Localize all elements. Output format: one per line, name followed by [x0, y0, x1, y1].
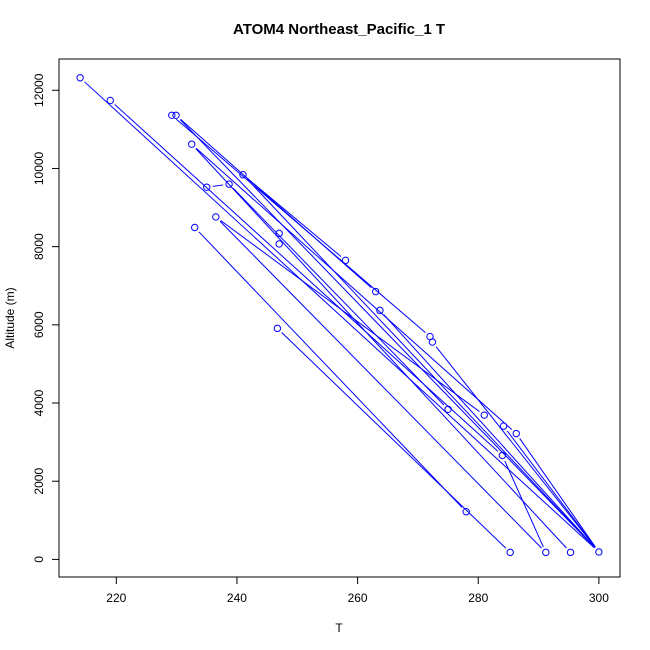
plot-frame: [58, 58, 621, 578]
data-point-3: [172, 111, 180, 119]
series-segment-18: [519, 438, 596, 548]
y-axis-label: Altitude (m): [3, 287, 17, 348]
data-point-10: [275, 229, 283, 238]
x-tick-label-3: 280: [468, 591, 488, 605]
series-segment-13: [198, 231, 463, 508]
data-point-14: [376, 306, 384, 315]
series-segment-16: [435, 346, 596, 548]
y-tick-label-0: 0: [32, 556, 46, 563]
y-tick-label-4: 8000: [32, 233, 46, 260]
data-point-7: [203, 183, 211, 191]
x-axis: 220 240 260 280 300: [106, 576, 609, 605]
data-point-6: [225, 180, 233, 188]
data-point-2: [168, 111, 176, 119]
series-segment-2: [179, 119, 596, 549]
data-point-9: [191, 223, 199, 232]
data-point-27: [595, 548, 603, 556]
series-segment-0: [84, 81, 595, 549]
data-point-4: [188, 140, 196, 148]
data-point-21: [512, 429, 520, 438]
x-axis-label: T: [335, 621, 343, 635]
data-point-0: [76, 74, 84, 82]
series-segment-9: [212, 184, 224, 187]
series-segment-7: [246, 178, 596, 548]
data-point-11: [275, 240, 283, 248]
x-tick-label-4: 300: [589, 591, 609, 605]
data-point-8: [212, 213, 220, 221]
x-tick-label-2: 260: [348, 591, 368, 605]
y-tick-label-5: 10000: [32, 151, 46, 185]
series-segment-1: [114, 104, 499, 452]
data-point-25: [542, 548, 550, 557]
series-segment-17: [506, 430, 596, 548]
data-point-18: [444, 405, 452, 413]
x-tick-label-1: 240: [227, 591, 247, 605]
data-point-12: [341, 256, 350, 265]
series-segment-19: [504, 460, 544, 548]
series-segment-14: [383, 314, 596, 548]
data-point-15: [273, 324, 282, 333]
y-tick-label-1: 2000: [32, 468, 46, 495]
data-point-1: [106, 96, 114, 105]
data-point-22: [498, 451, 507, 460]
y-tick-label-3: 6000: [32, 311, 46, 338]
series-segment-5: [195, 147, 513, 430]
series-segment-10: [232, 188, 445, 406]
series-segment-4: [180, 118, 372, 289]
data-point-19: [480, 411, 488, 419]
data-point-20: [499, 422, 508, 430]
x-tick-label-0: 220: [106, 591, 126, 605]
data-point-17: [428, 338, 437, 346]
data-point-26: [566, 548, 575, 557]
series-segment-11: [219, 220, 542, 549]
y-tick-label-2: 4000: [32, 389, 46, 416]
series-segment-15: [281, 332, 507, 549]
data-point-23: [462, 508, 470, 516]
data-point-13: [371, 287, 380, 296]
data-point-24: [506, 548, 514, 557]
series-segment-8: [247, 178, 342, 257]
y-axis: 0 2000 4000 6000 8000 10000 12000: [32, 73, 60, 563]
series-segment-6: [195, 148, 567, 549]
y-tick-label-6: 12000: [32, 73, 46, 107]
data-point-5: [239, 171, 247, 179]
series-points: [76, 74, 603, 557]
series-lines: [84, 81, 596, 549]
series-segment-12: [220, 220, 480, 412]
chart-title: ATOM4 Northeast_Pacific_1 T: [233, 21, 445, 38]
